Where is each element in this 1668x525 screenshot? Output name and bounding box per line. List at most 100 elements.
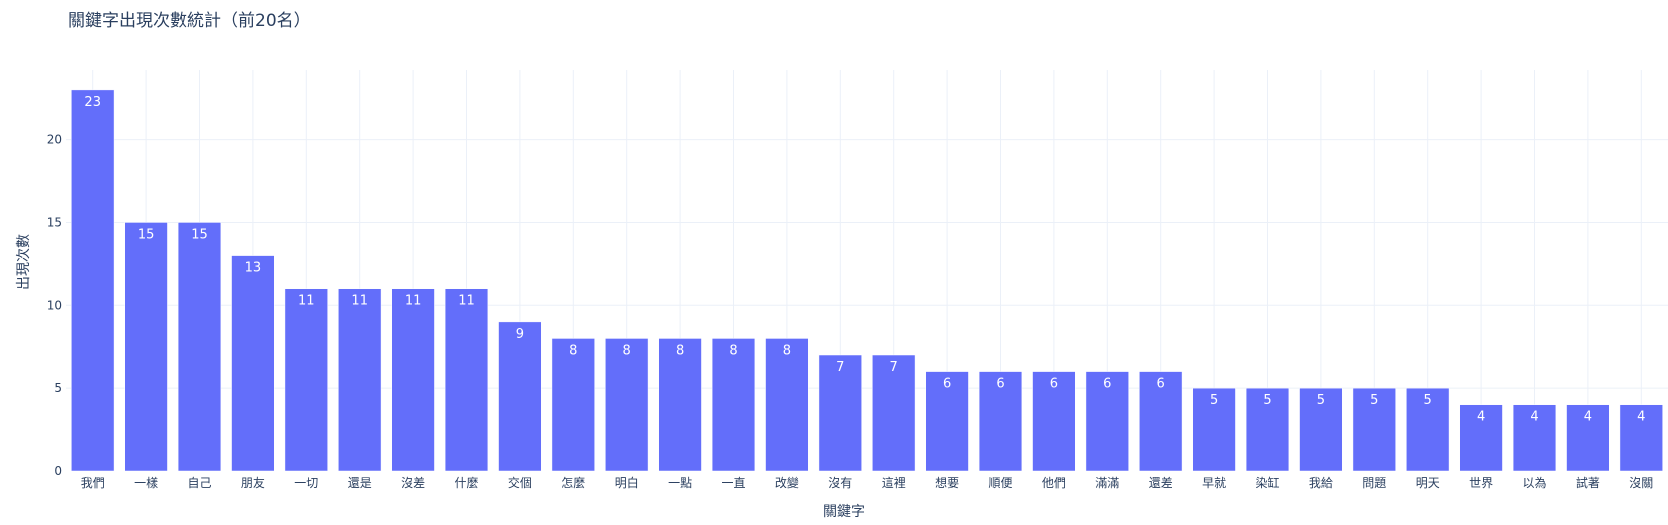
bar-我給[interactable]: [1299, 387, 1343, 472]
bar-value-label: 9: [516, 327, 524, 342]
bar-value-label: 5: [1370, 393, 1378, 408]
bar-他們[interactable]: [1032, 371, 1076, 472]
bar-value-label: 4: [1477, 410, 1485, 425]
x-tick-label: 以為: [1522, 476, 1546, 490]
bar-value-label: 6: [1103, 377, 1111, 392]
x-tick-label: 怎麼: [561, 475, 585, 490]
bar-順便[interactable]: [978, 371, 1023, 472]
bar-value-label: 5: [1317, 393, 1325, 408]
y-tick-label: 15: [47, 215, 62, 229]
x-tick-label: 朋友: [241, 476, 265, 490]
bar-value-label: 11: [351, 294, 368, 309]
bar-value-label: 6: [1050, 377, 1058, 392]
x-tick-label: 一直: [721, 476, 745, 490]
bars-group: [71, 89, 1663, 472]
x-tick-label: 我們: [81, 476, 105, 490]
bar-value-label: 5: [1424, 393, 1432, 408]
x-tick-label: 什麼: [454, 475, 478, 490]
bar-value-label: 7: [890, 360, 898, 375]
bar-交個[interactable]: [498, 321, 542, 472]
x-tick-label: 早就: [1202, 476, 1226, 490]
y-tick-label: 10: [47, 298, 62, 312]
bar-什麼[interactable]: [444, 288, 489, 472]
x-tick-label: 問題: [1362, 476, 1386, 490]
bar-value-label: 4: [1637, 410, 1645, 425]
bar-世界[interactable]: [1459, 404, 1503, 472]
x-tick-label: 自己: [187, 476, 211, 490]
bar-染缸[interactable]: [1245, 387, 1290, 472]
bar-value-label: 13: [245, 261, 262, 276]
x-tick-label: 一切: [294, 476, 318, 490]
bar-labels-group: 23 15 15 13 11 11 11 11 9 8 8 8 8 8 7 7 6 6 6 6 6 5 5 5 5 5 4 4 4 4: [84, 95, 1645, 425]
x-tick-label: 明天: [1416, 476, 1440, 490]
bar-value-label: 7: [836, 360, 844, 375]
bar-value-label: 11: [405, 294, 422, 309]
bar-value-label: 5: [1210, 393, 1218, 408]
y-tick-label: 20: [47, 133, 62, 147]
x-tick-label: 沒有: [828, 476, 852, 490]
x-tick-label: 還是: [348, 476, 372, 490]
x-tick-label: 世界: [1469, 476, 1493, 490]
bar-value-label: 8: [676, 343, 684, 358]
y-tick-label: 5: [54, 381, 62, 395]
bar-一切[interactable]: [284, 288, 328, 472]
bar-明天[interactable]: [1406, 387, 1450, 472]
bar-value-label: 6: [1157, 377, 1165, 392]
bar-value-label: 8: [783, 343, 791, 358]
x-tick-label: 我給: [1309, 476, 1333, 490]
x-tick-label: 明白: [615, 475, 639, 490]
bar-試著[interactable]: [1566, 404, 1610, 472]
bar-value-label: 11: [458, 294, 475, 309]
bar-value-label: 8: [569, 343, 577, 358]
bar-滿滿[interactable]: [1085, 371, 1129, 472]
y-axis-label: 出現次數: [16, 234, 32, 290]
bar-一直[interactable]: [711, 338, 756, 472]
bar-明白[interactable]: [605, 338, 649, 472]
bar-朋友[interactable]: [231, 255, 275, 472]
x-tick-label: 這裡: [882, 475, 906, 490]
bar-value-label: 5: [1263, 393, 1271, 408]
bar-改變[interactable]: [765, 338, 809, 472]
bar-以為[interactable]: [1512, 404, 1557, 472]
x-tick-label: 順便: [988, 476, 1012, 490]
x-tick-label: 交個: [508, 475, 532, 490]
chart-title: 關鍵字出現次數統計（前20名）: [68, 11, 311, 31]
bar-沒關[interactable]: [1619, 404, 1663, 472]
bar-沒有[interactable]: [818, 354, 862, 472]
x-axis-label: 關鍵字: [823, 504, 865, 520]
x-tick-label: 他們: [1042, 476, 1066, 490]
x-tick-label: 改變: [775, 475, 799, 490]
bar-value-label: 11: [298, 294, 315, 309]
x-tick-label: 想要: [935, 475, 959, 490]
bar-value-label: 6: [996, 377, 1004, 392]
x-tick-label: 還差: [1149, 476, 1173, 490]
bar-問題[interactable]: [1352, 387, 1396, 472]
x-tick-label: 試著: [1576, 475, 1600, 490]
x-tick-label: 染缸: [1255, 475, 1279, 490]
bar-value-label: 4: [1584, 410, 1592, 425]
x-tick-label: 一樣: [134, 475, 158, 490]
bar-我們[interactable]: [71, 89, 115, 472]
x-tick-label: 一點: [668, 476, 692, 490]
bar-還差[interactable]: [1139, 371, 1183, 472]
bar-一點[interactable]: [658, 338, 702, 472]
bar-自己[interactable]: [177, 222, 222, 472]
bar-想要[interactable]: [925, 371, 969, 472]
bar-value-label: 4: [1530, 410, 1538, 425]
x-tick-label: 滿滿: [1095, 476, 1119, 490]
bar-沒差[interactable]: [391, 288, 435, 472]
x-tick-labels: 我們 一樣 自己 朋友 一切 還是 沒差 什麼 交個 怎麼 明白 一點 一直 改變 沒有 這裡 想要 順便 他們 滿滿…: [81, 475, 1654, 490]
bar-value-label: 15: [138, 227, 155, 242]
y-tick-label: 0: [54, 464, 62, 478]
bar-早就[interactable]: [1192, 387, 1236, 472]
bar-value-label: 15: [191, 227, 208, 242]
bar-value-label: 8: [729, 343, 737, 358]
bar-這裡[interactable]: [872, 354, 916, 472]
bar-value-label: 8: [623, 343, 631, 358]
bar-還是[interactable]: [338, 288, 382, 472]
x-tick-label: 沒關: [1629, 476, 1653, 490]
bar-一樣[interactable]: [124, 222, 168, 472]
bar-怎麼[interactable]: [551, 338, 595, 472]
x-tick-label: 沒差: [401, 476, 425, 490]
